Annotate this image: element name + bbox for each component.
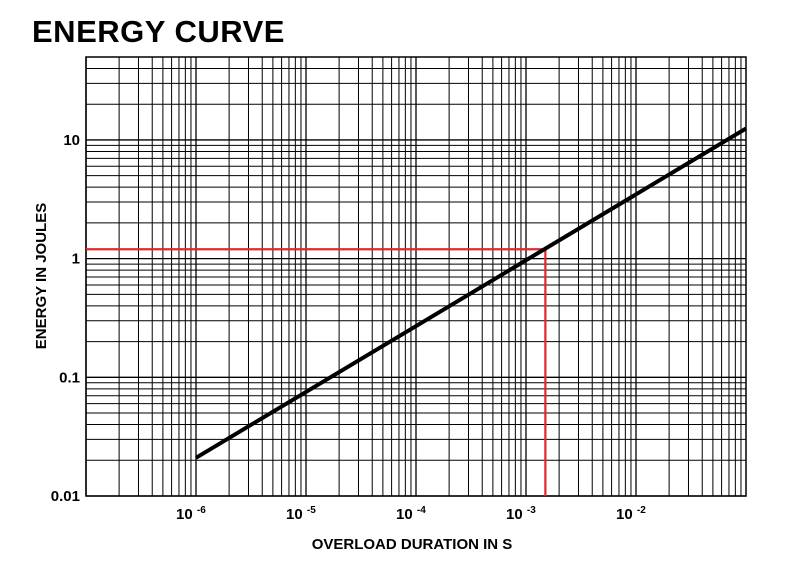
grid bbox=[85, 56, 746, 497]
x-tick-label: 10 -3 bbox=[506, 505, 536, 523]
reference-lines bbox=[86, 248, 547, 496]
y-tick-label: 1 bbox=[72, 251, 80, 268]
x-axis-label: OVERLOAD DURATION IN S bbox=[312, 536, 513, 553]
y-tick-label: 0.1 bbox=[59, 369, 80, 386]
x-tick-label: 10 -5 bbox=[286, 505, 316, 523]
chart-title: ENERGY CURVE bbox=[32, 14, 285, 49]
x-tick-label: 10 -2 bbox=[616, 505, 646, 523]
series-layer bbox=[194, 126, 748, 460]
y-axis-label: ENERGY IN JOULES bbox=[33, 203, 50, 349]
y-tick-label: 10 bbox=[63, 132, 80, 149]
plot-frame bbox=[85, 56, 747, 497]
y-tick-label: 0.01 bbox=[51, 488, 80, 505]
x-tick-label: 10 -6 bbox=[176, 505, 206, 523]
x-tick-label: 10 -4 bbox=[396, 505, 426, 523]
x-tick-labels: 10 -6 10 -5 10 -4 10 -3 10 -2 bbox=[176, 505, 646, 523]
energy-curve-line bbox=[194, 126, 748, 460]
y-tick-labels: 10 1 0.1 0.01 bbox=[51, 132, 80, 505]
